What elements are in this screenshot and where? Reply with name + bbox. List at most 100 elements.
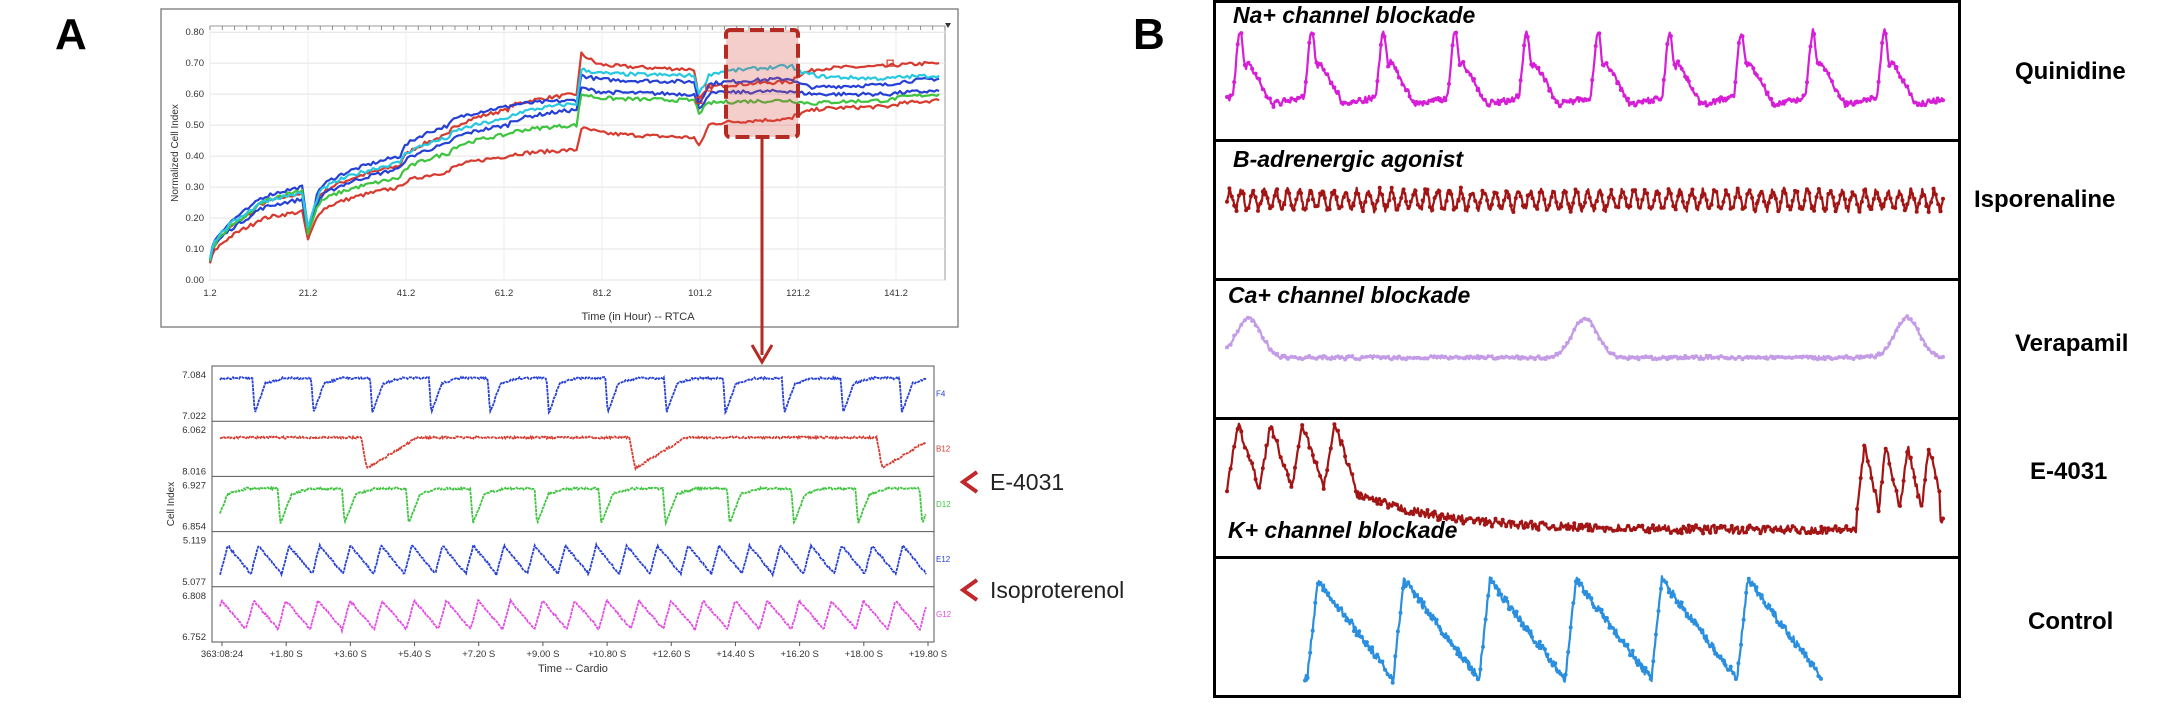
- drug-trace-point: [1411, 512, 1416, 517]
- drug-trace-point: [1228, 466, 1233, 471]
- drug-trace-point: [1389, 61, 1394, 66]
- drug-trace-point: [1568, 209, 1573, 214]
- drug-trace-point: [1787, 97, 1792, 102]
- drug-trace-point: [1744, 355, 1749, 360]
- drug-trace-point: [1232, 80, 1237, 85]
- drug-trace-point: [1692, 196, 1697, 201]
- drug-trace-point: [1636, 523, 1641, 528]
- drug-trace-point: [1540, 520, 1544, 525]
- drug-trace-point: [1544, 207, 1549, 212]
- drug-trace-point: [1812, 356, 1817, 361]
- drug-trace-point: [1623, 196, 1628, 201]
- drug-trace-point: [1572, 99, 1577, 103]
- drug-trace-point: [1507, 519, 1512, 524]
- drug-trace-point: [1532, 522, 1537, 527]
- drug-trace-point: [1686, 355, 1691, 360]
- drug-trace-point: [1545, 652, 1550, 657]
- drug-trace-point: [1740, 357, 1745, 362]
- drug-trace-point: [1529, 519, 1534, 524]
- drug-trace-point: [1592, 206, 1597, 211]
- drug-trace-point: [1523, 203, 1528, 208]
- drug-trace-point: [1535, 644, 1540, 648]
- drug-trace-point: [1865, 97, 1870, 102]
- drug-trace-point: [1375, 79, 1380, 84]
- drug-trace-point: [1750, 195, 1755, 200]
- drug-trace-point: [1926, 98, 1931, 103]
- drug-trace-point: [1277, 199, 1282, 204]
- drug-trace-point: [1858, 99, 1863, 104]
- drug-trace-point: [1824, 206, 1829, 211]
- drug-label-isporenaline: Isporenaline: [1974, 186, 2116, 213]
- drug-trace-point: [1862, 188, 1867, 193]
- drug-trace-point: [1364, 640, 1369, 645]
- drug-trace-point: [1640, 100, 1645, 105]
- drug-trace-point: [1486, 354, 1491, 359]
- drug-trace-point: [1475, 516, 1480, 521]
- drug-trace-point: [1525, 35, 1530, 39]
- drug-trace-point: [1268, 426, 1272, 431]
- drug-trace-point: [1752, 207, 1757, 212]
- drug-trace-point: [1321, 67, 1326, 72]
- drug-trace-point: [1833, 356, 1838, 361]
- drug-trace-point: [1701, 531, 1706, 536]
- drug-trace-point: [1480, 188, 1485, 193]
- drug-trace-point: [1735, 186, 1740, 191]
- drug-trace-point: [1586, 528, 1591, 533]
- drug-trace-point: [1565, 99, 1570, 104]
- drug-trace-point: [1915, 494, 1920, 499]
- drug-trace-point: [1300, 423, 1305, 428]
- drug-trace-point: [1819, 196, 1824, 200]
- drug-trace-point: [1680, 199, 1685, 204]
- drug-trace-point: [1346, 198, 1351, 203]
- drug-trace-point: [1482, 356, 1487, 361]
- drug-trace-point: [1253, 195, 1258, 200]
- drug-trace-point: [1600, 62, 1605, 67]
- drug-trace-point: [1915, 103, 1920, 107]
- drug-trace-point: [1833, 88, 1838, 93]
- drug-trace-point: [1525, 524, 1530, 529]
- drug-trace-point: [1890, 477, 1895, 482]
- drug-trace-point: [1597, 336, 1602, 341]
- drug-trace-point: [1733, 356, 1738, 361]
- drug-trace-point: [1840, 97, 1845, 102]
- drug-trace-point: [1396, 203, 1401, 208]
- drug-trace-point: [1375, 354, 1380, 359]
- drug-trace-point: [1864, 195, 1869, 200]
- drug-trace-point: [1399, 196, 1404, 200]
- drug-trace-point: [1831, 195, 1836, 200]
- drug-trace-point: [1393, 654, 1398, 659]
- drug-trace-point: [1665, 357, 1670, 362]
- rtca-y-tick-label: 0.40: [186, 151, 205, 162]
- drug-trace-point: [1504, 189, 1509, 194]
- drug-trace-point: [1497, 355, 1502, 360]
- rtca-overview-chart: 0.00 0.10 0.20 0.30 0.40 0.50 0.60 0.70 0.80 1.2 2…: [160, 8, 959, 328]
- drug-trace-point: [1401, 187, 1406, 192]
- drug-trace-point: [1937, 98, 1942, 103]
- drug-trace-point: [1633, 355, 1638, 360]
- cardio-x-tick-label: +7.20 S: [462, 649, 495, 660]
- rtca-x-tick-label: 101.2: [688, 288, 712, 299]
- drug-trace-point: [1400, 356, 1405, 361]
- drug-trace-point: [1404, 199, 1408, 204]
- drug-trace-point: [1921, 193, 1926, 197]
- drug-trace-point: [1493, 584, 1498, 589]
- drug-trace-point: [1461, 196, 1466, 201]
- drug-label-quinidine: Quinidine: [2015, 58, 2126, 85]
- trace-title-verapamil: Ca+ channel blockade: [1228, 282, 1471, 308]
- drug-trace-point: [1697, 357, 1702, 361]
- drug-trace-point: [1257, 485, 1262, 490]
- drug-trace-point: [1887, 461, 1892, 466]
- drug-trace-point: [1465, 659, 1470, 664]
- drug-trace-point: [1509, 605, 1514, 610]
- drug-trace-point: [1801, 526, 1806, 531]
- drug-trace-point: [1590, 78, 1595, 82]
- drug-trace-point: [1683, 354, 1688, 358]
- drug-trace-point: [1361, 209, 1365, 214]
- drug-trace-point: [1420, 198, 1425, 203]
- drug-trace-point: [1447, 81, 1451, 86]
- drug-trace-point: [1787, 527, 1792, 532]
- drug-trace-point: [1432, 354, 1437, 359]
- drug-trace-point: [1847, 527, 1852, 532]
- drug-trace-point: [1339, 204, 1344, 209]
- drug-trace-point: [1557, 350, 1562, 355]
